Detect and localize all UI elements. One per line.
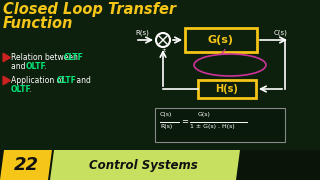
- Text: R(s): R(s): [160, 124, 172, 129]
- FancyBboxPatch shape: [0, 150, 320, 180]
- Text: and: and: [11, 62, 28, 71]
- Text: Relation between: Relation between: [11, 53, 80, 62]
- Text: G(s): G(s): [198, 112, 211, 117]
- Text: =: =: [181, 118, 188, 127]
- FancyBboxPatch shape: [155, 108, 285, 142]
- Polygon shape: [50, 150, 240, 180]
- Text: and: and: [74, 76, 91, 85]
- Text: .: .: [28, 85, 30, 94]
- Text: H(s): H(s): [216, 84, 238, 94]
- Text: R(s): R(s): [135, 30, 149, 36]
- FancyBboxPatch shape: [198, 80, 256, 98]
- Text: Control Systems: Control Systems: [89, 159, 197, 172]
- Polygon shape: [0, 150, 52, 180]
- Circle shape: [156, 33, 170, 47]
- Text: C(s): C(s): [274, 30, 288, 36]
- Text: CLTF: CLTF: [57, 76, 77, 85]
- Text: G(s): G(s): [208, 35, 234, 45]
- Text: CLTF: CLTF: [64, 53, 84, 62]
- Text: Application of: Application of: [11, 76, 66, 85]
- Text: C(s): C(s): [160, 112, 172, 117]
- Text: OLTF: OLTF: [11, 85, 32, 94]
- Text: ±: ±: [162, 48, 166, 53]
- Text: .: .: [43, 62, 45, 71]
- Text: 1 ± G(s) . H(s): 1 ± G(s) . H(s): [190, 124, 235, 129]
- Text: 22: 22: [13, 156, 38, 174]
- Text: Closed Loop Transfer: Closed Loop Transfer: [3, 2, 176, 17]
- Text: OLTF: OLTF: [26, 62, 47, 71]
- FancyBboxPatch shape: [185, 28, 257, 52]
- Text: Function: Function: [3, 16, 73, 31]
